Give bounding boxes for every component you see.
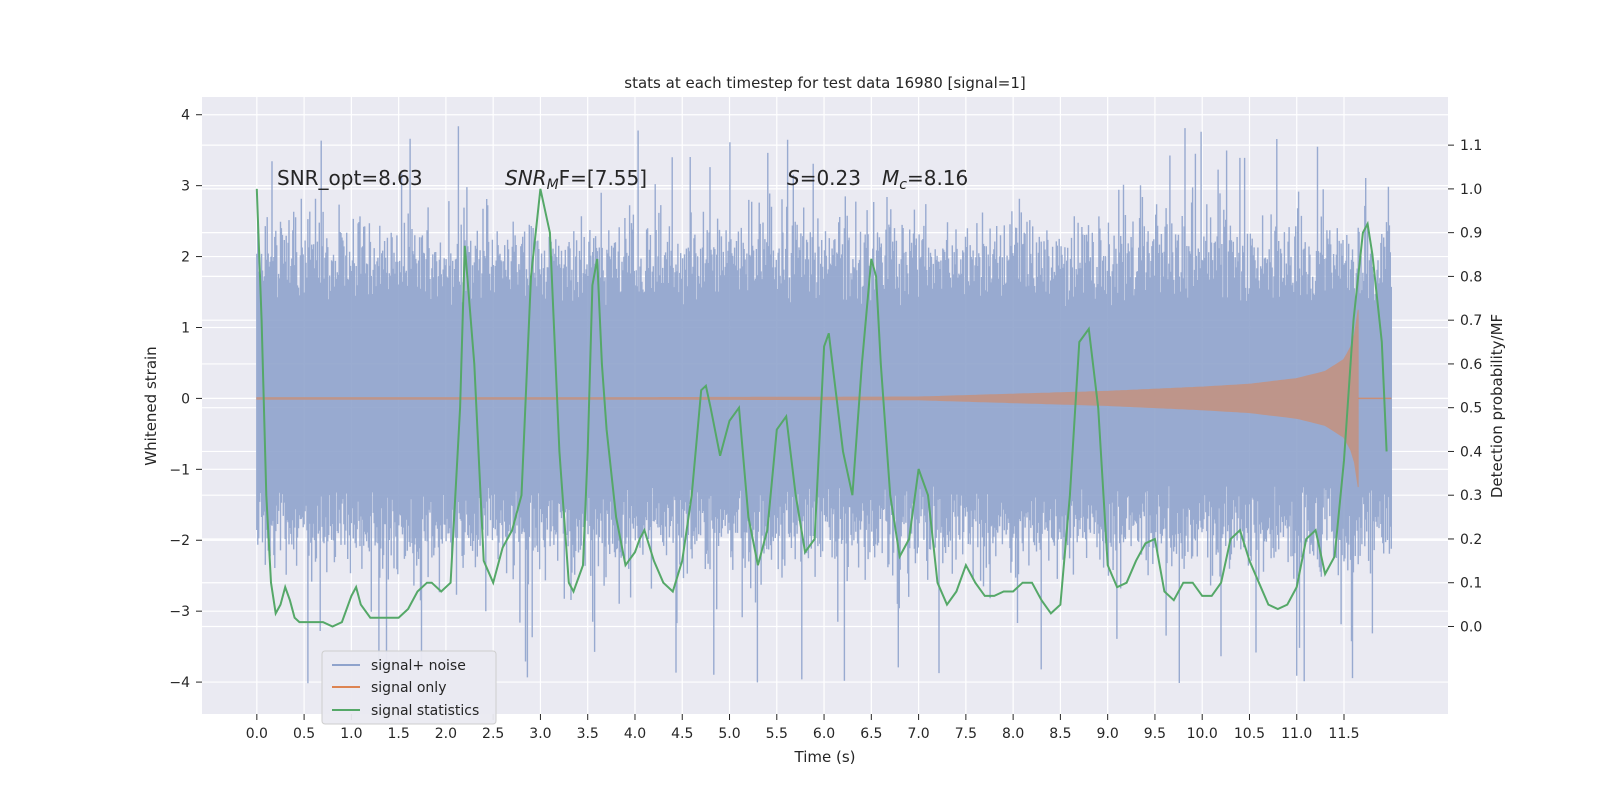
s-value: =0.23	[800, 166, 861, 190]
y-right-tick-label: 0.1	[1460, 576, 1482, 592]
y-tick-label: −4	[169, 675, 190, 691]
chart-title: stats at each timestep for test data 169…	[624, 74, 1025, 92]
x-tick-label: 4.0	[624, 726, 646, 742]
y-tick-label: −3	[169, 604, 190, 620]
x-tick-label: 3.5	[577, 726, 599, 742]
x-tick-label: 10.5	[1234, 726, 1265, 742]
y-right-tick-label: 0.4	[1460, 444, 1482, 460]
y-right-tick-label: 1.0	[1460, 182, 1482, 198]
snr-opt-annotation: SNR_opt=8.63	[277, 166, 423, 190]
mc-subscript: c	[899, 177, 907, 193]
x-tick-label: 5.0	[718, 726, 740, 742]
legend: signal+ noise signal only signal statist…	[321, 650, 497, 725]
y-right-tick-label: 0.6	[1460, 357, 1482, 373]
annotations: SNR_opt=8.63 SNRMF=[7.55] S=0.23 Mc=8.16	[277, 166, 968, 193]
y-right-tick-label: 0.8	[1460, 269, 1482, 285]
mc-annotation: Mc=8.16	[882, 166, 968, 193]
x-tick-label: 1.5	[388, 726, 410, 742]
y-tick-label: 1	[181, 320, 190, 336]
x-tick-label: 9.5	[1144, 726, 1166, 742]
x-tick-label: 6.5	[860, 726, 882, 742]
signal-only-series	[256, 309, 1392, 488]
x-tick-label: 0.0	[246, 726, 268, 742]
x-tick-label: 2.5	[482, 726, 504, 742]
y-right-tick-label: 0.9	[1460, 226, 1482, 242]
legend-label-signal-statistics: signal statistics	[371, 703, 479, 719]
signal-statistics-series	[255, 188, 1388, 628]
x-tick-label: 1.0	[340, 726, 362, 742]
y-right-tick-label: 0.7	[1460, 313, 1482, 329]
signal-statistics-trace	[255, 188, 1388, 628]
signal-only-trace	[256, 309, 1359, 488]
y-right-tick-label: 0.0	[1460, 619, 1482, 635]
mc-value: =8.16	[907, 166, 968, 190]
y-tick-label: −2	[169, 533, 190, 549]
y-axis-ticks: 4 3 2 1 0 −1 −2 −3 −4	[169, 108, 202, 691]
snr-mf-tail: F=[7.55]	[559, 166, 647, 190]
legend-label-signal-only: signal only	[371, 680, 446, 696]
x-tick-label: 10.0	[1187, 726, 1218, 742]
y-axis-right-ticks: 1.1 1.0 0.9 0.8 0.7 0.6 0.5 0.4 0.3 0.2 0.1 0.0	[1448, 138, 1482, 635]
x-tick-label: 11.5	[1328, 726, 1359, 742]
legend-label-signal-plus-noise: signal+ noise	[371, 658, 466, 674]
x-tick-label: 8.0	[1002, 726, 1024, 742]
y-axis-label: Whitened strain	[142, 346, 160, 465]
x-axis-label: Time (s)	[794, 748, 856, 766]
x-tick-label: 5.5	[766, 726, 788, 742]
x-tick-label: 6.0	[813, 726, 835, 742]
y-tick-label: −1	[169, 462, 190, 478]
x-tick-label: 7.5	[955, 726, 977, 742]
y-axis-right-label: Detection probability/MF	[1488, 314, 1506, 498]
y-right-tick-label: 0.5	[1460, 401, 1482, 417]
s-main: S	[787, 166, 800, 190]
s-annotation: S=0.23	[787, 166, 861, 190]
x-tick-label: 3.0	[529, 726, 551, 742]
legend-box	[321, 650, 497, 725]
x-axis-ticks: 0.0 0.5 1.0 1.5 2.0 2.5 3.0 3.5 4.0 4.5 5.0 5.5 6.0 6…	[246, 714, 1360, 742]
x-tick-label: 4.5	[671, 726, 693, 742]
snr-mf-main: SNR	[505, 166, 547, 190]
mc-main: M	[882, 166, 899, 190]
y-right-tick-label: 1.1	[1460, 138, 1482, 154]
y-tick-label: 2	[181, 250, 190, 266]
x-tick-label: 8.5	[1049, 726, 1071, 742]
x-tick-label: 2.0	[435, 726, 457, 742]
y-tick-label: 4	[181, 108, 190, 124]
y-tick-label: 3	[181, 179, 190, 195]
snr-mf-annotation: SNRMF=[7.55]	[505, 166, 647, 193]
y-right-tick-label: 0.2	[1460, 532, 1482, 548]
snr-mf-subscript: M	[547, 177, 559, 193]
y-right-tick-label: 0.3	[1460, 488, 1482, 504]
x-tick-label: 9.0	[1097, 726, 1119, 742]
x-tick-label: 0.5	[293, 726, 315, 742]
x-tick-label: 11.0	[1281, 726, 1312, 742]
y-tick-label: 0	[181, 391, 190, 407]
x-tick-label: 7.0	[907, 726, 929, 742]
